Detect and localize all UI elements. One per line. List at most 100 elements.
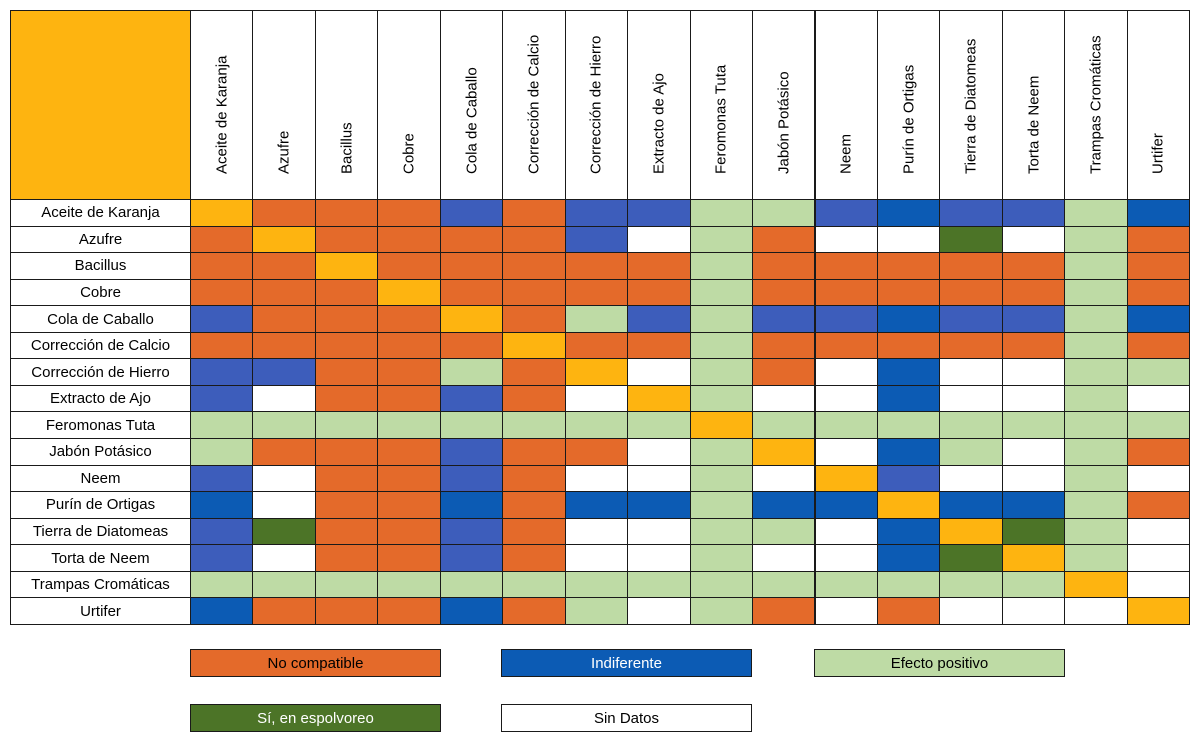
matrix-cell <box>439 384 504 413</box>
matrix-cell <box>689 278 754 307</box>
matrix-cell <box>814 384 878 413</box>
matrix-cell <box>627 358 691 386</box>
matrix-cell <box>876 464 941 493</box>
legend-label: Indiferente <box>591 654 662 672</box>
matrix-cell <box>502 438 566 466</box>
matrix-cell <box>1064 411 1128 440</box>
column-header: Torta de Neem <box>1001 10 1066 200</box>
matrix-cell <box>502 252 566 280</box>
matrix-cell <box>814 252 878 280</box>
matrix-cell <box>314 278 379 307</box>
matrix-cell <box>1064 517 1128 546</box>
matrix-cell <box>314 199 379 227</box>
matrix-cell <box>314 358 379 386</box>
matrix-cell <box>1126 278 1191 307</box>
matrix-cell <box>1064 252 1128 280</box>
matrix-cell <box>876 358 941 386</box>
matrix-cell <box>1126 438 1191 466</box>
matrix-cell <box>564 278 629 307</box>
matrix-cell <box>502 464 566 493</box>
matrix-cell <box>439 438 504 466</box>
matrix-cell <box>377 252 441 280</box>
matrix-cell <box>314 331 379 360</box>
matrix-cell <box>939 544 1003 572</box>
column-header-label: Extracto de Ajo <box>650 73 668 174</box>
matrix-cell <box>627 252 691 280</box>
matrix-cell <box>1064 464 1128 493</box>
matrix-cell <box>814 305 878 333</box>
matrix-cell <box>502 411 566 440</box>
row-header: Aceite de Karanja <box>10 199 191 227</box>
matrix-cell <box>439 252 504 280</box>
matrix-cell <box>752 252 816 280</box>
matrix-cell <box>1126 331 1191 360</box>
matrix-cell <box>190 199 254 227</box>
matrix-cell <box>689 199 754 227</box>
matrix-cell <box>190 384 254 413</box>
matrix-cell <box>1064 544 1128 572</box>
matrix-cell <box>502 570 566 599</box>
matrix-cell <box>1126 597 1191 625</box>
matrix-cell <box>752 464 816 493</box>
matrix-cell <box>377 305 441 333</box>
matrix-cell <box>502 384 566 413</box>
matrix-cell <box>1064 331 1128 360</box>
matrix-cell <box>1001 491 1066 519</box>
matrix-cell <box>1064 305 1128 333</box>
matrix-cell <box>564 199 629 227</box>
matrix-cell <box>752 384 816 413</box>
matrix-cell <box>252 411 316 440</box>
matrix-cell <box>627 570 691 599</box>
matrix-cell <box>564 331 629 360</box>
matrix-cell <box>814 544 878 572</box>
row-header: Urtifer <box>10 597 191 625</box>
matrix-cell <box>252 252 316 280</box>
column-header-label: Azufre <box>275 130 293 174</box>
matrix-cell <box>689 570 754 599</box>
matrix-cell <box>752 597 816 625</box>
matrix-cell <box>627 384 691 413</box>
matrix-cell <box>190 544 254 572</box>
legend-item: Sin Datos <box>501 704 752 732</box>
matrix-cell <box>752 411 816 440</box>
matrix-cell <box>752 570 816 599</box>
matrix-cell <box>876 544 941 572</box>
row-header: Corrección de Hierro <box>10 358 191 386</box>
matrix-cell <box>1001 464 1066 493</box>
matrix-cell <box>814 464 878 493</box>
matrix-cell <box>939 305 1003 333</box>
matrix-cell <box>439 464 504 493</box>
matrix-cell <box>377 358 441 386</box>
matrix-cell <box>377 438 441 466</box>
matrix-cell <box>1001 225 1066 254</box>
column-header-label: Corrección de Calcio <box>525 34 543 174</box>
row-header: Feromonas Tuta <box>10 411 191 440</box>
matrix-cell <box>1126 570 1191 599</box>
matrix-cell <box>314 597 379 625</box>
matrix-cell <box>1001 252 1066 280</box>
matrix-cell <box>502 517 566 546</box>
matrix-cell <box>1064 199 1128 227</box>
matrix-cell <box>377 464 441 493</box>
matrix-cell <box>627 305 691 333</box>
matrix-cell <box>876 438 941 466</box>
matrix-cell <box>439 305 504 333</box>
matrix-cell <box>314 517 379 546</box>
matrix-cell <box>439 225 504 254</box>
matrix-cell <box>627 225 691 254</box>
legend-label: No compatible <box>267 654 364 672</box>
matrix-cell <box>1126 517 1191 546</box>
row-header: Bacillus <box>10 252 191 280</box>
matrix-cell <box>689 252 754 280</box>
matrix-cell <box>564 305 629 333</box>
matrix-cell <box>1001 597 1066 625</box>
matrix-cell <box>377 411 441 440</box>
matrix-cell <box>252 464 316 493</box>
matrix-cell <box>314 438 379 466</box>
matrix-cell <box>502 597 566 625</box>
matrix-cell <box>564 491 629 519</box>
matrix-cell <box>1126 225 1191 254</box>
matrix-cell <box>1001 358 1066 386</box>
matrix-cell <box>1126 252 1191 280</box>
column-header: Aceite de Karanja <box>190 10 254 200</box>
